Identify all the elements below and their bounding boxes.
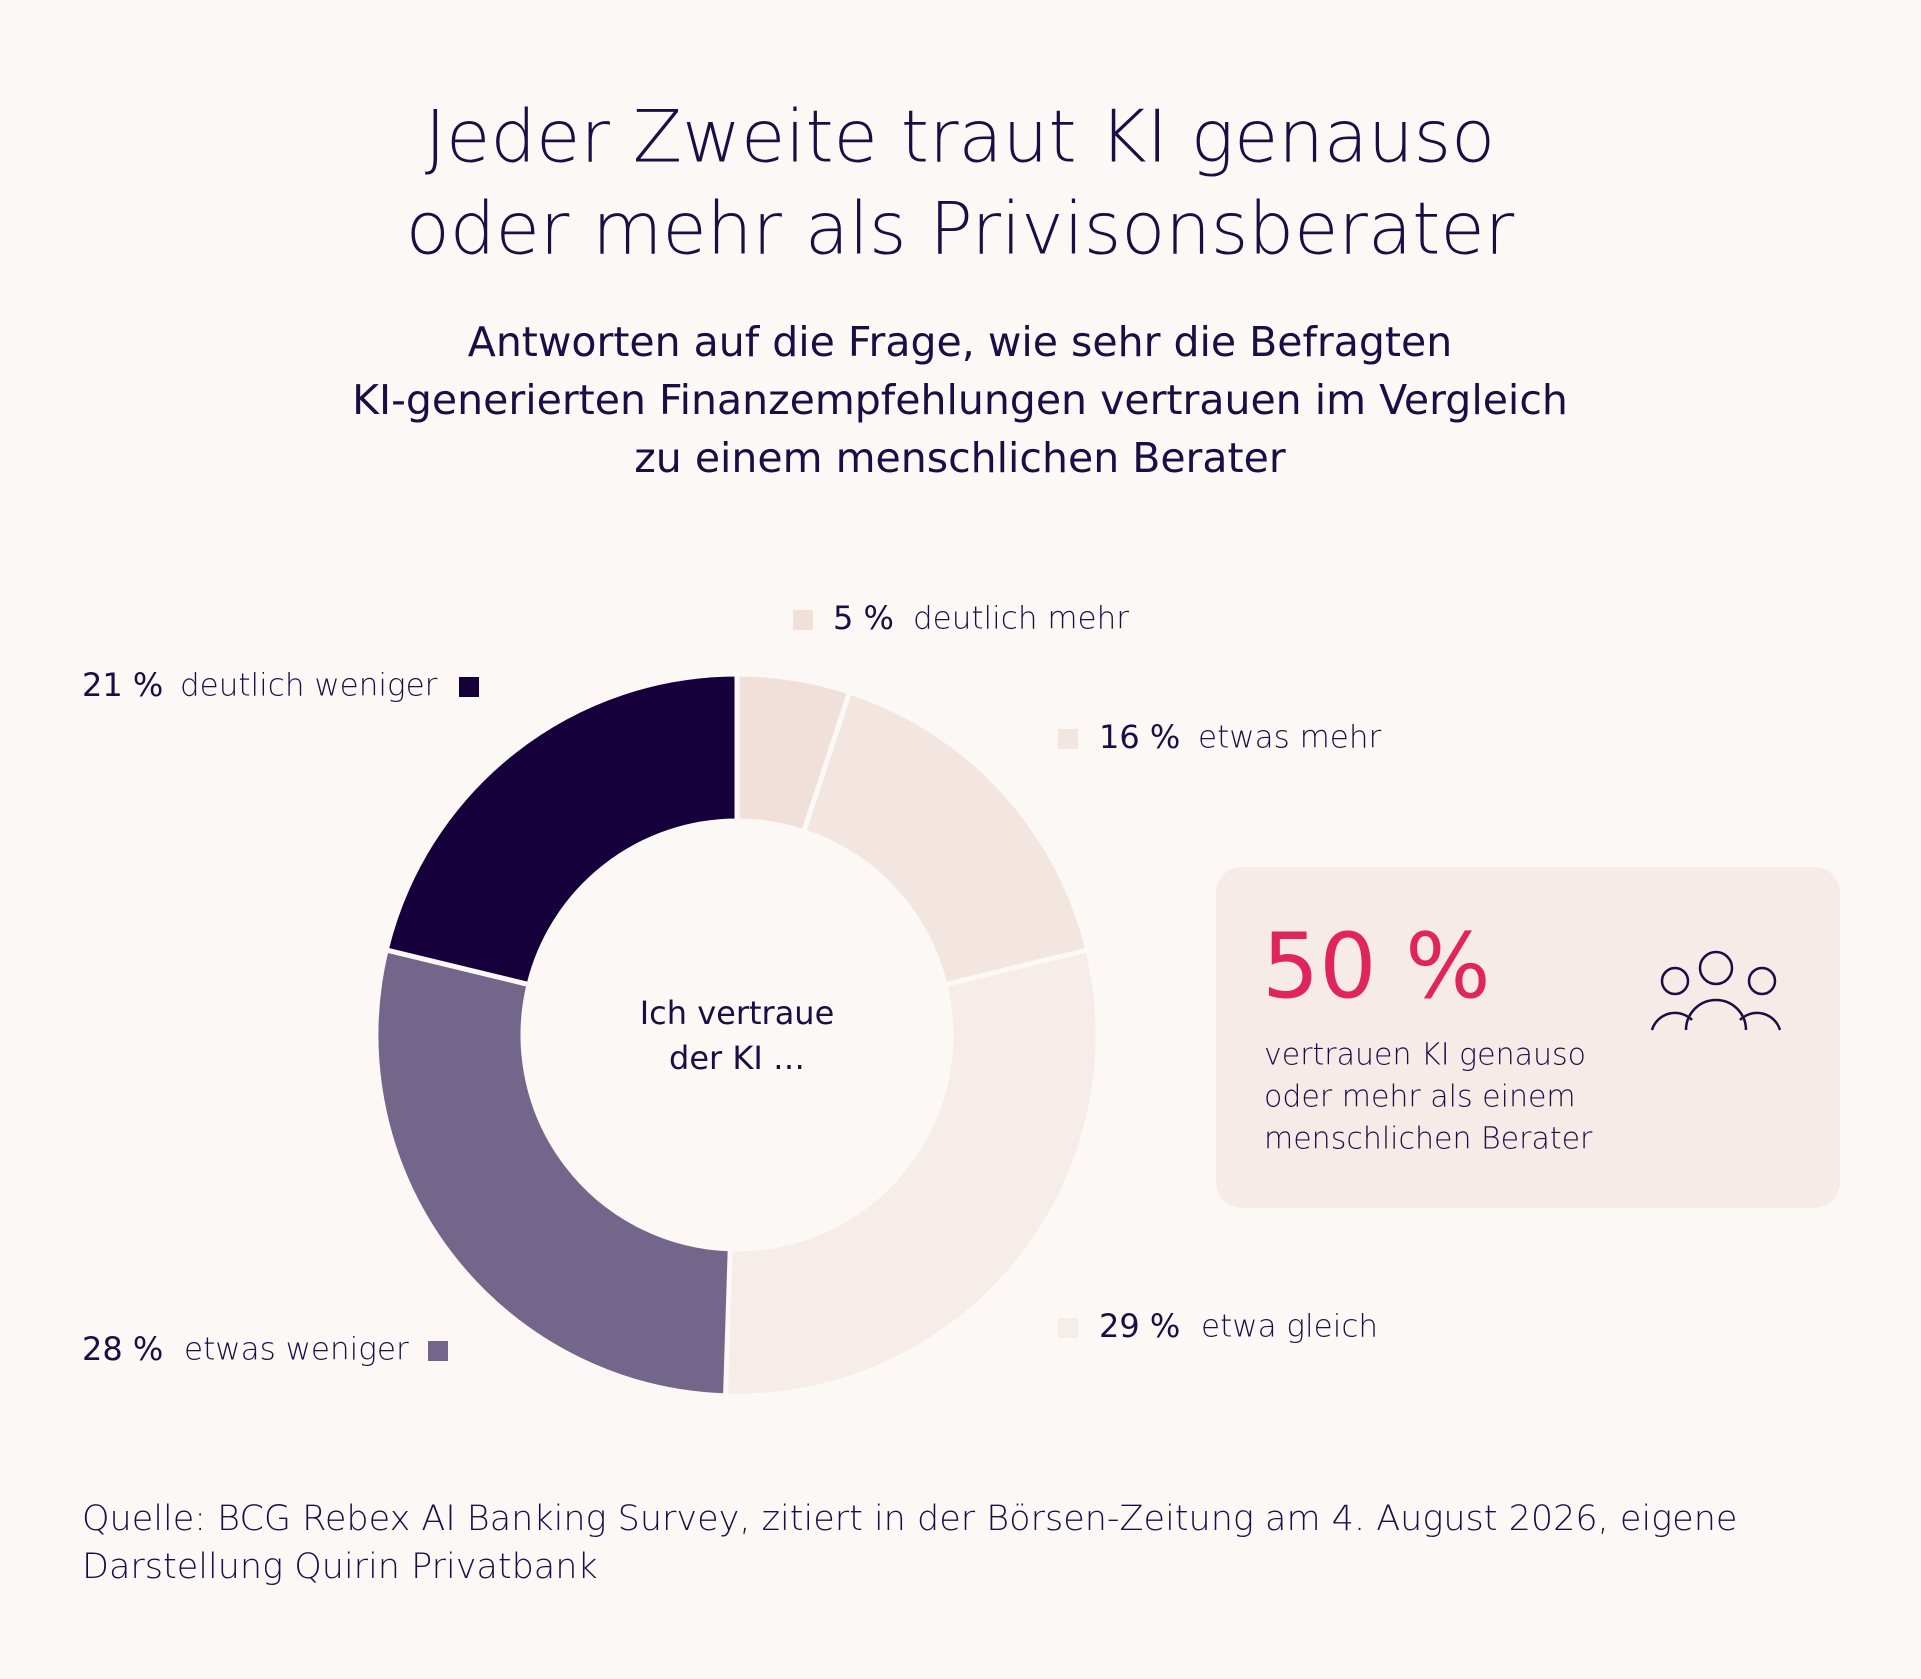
category-label: etwas weniger [184, 1332, 409, 1368]
people-icon [1650, 950, 1782, 1031]
value-label: 5 % [833, 599, 894, 637]
chart-subtitle: KI-generierten Finanzempfehlungen vertra… [352, 376, 1568, 424]
center-label: der KI … [669, 1039, 805, 1077]
category-label: deutlich mehr [913, 601, 1129, 637]
value-label: 16 % [1099, 718, 1180, 756]
donut-segment [800, 688, 1091, 988]
legend-swatch [1058, 729, 1078, 749]
highlight-text: menschlichen Berater [1264, 1122, 1593, 1157]
highlight-number: 50 % [1262, 914, 1491, 1019]
value-label: 29 % [1099, 1307, 1180, 1345]
center-label: Ich vertraue [640, 994, 835, 1032]
chart-subtitle: zu einem menschlichen Berater [634, 434, 1286, 482]
chart-subtitle: Antworten auf die Frage, wie sehr die Be… [468, 318, 1452, 366]
source-note: Darstellung Quirin Privatbank [82, 1547, 598, 1587]
legend-swatch [1058, 1318, 1078, 1338]
legend-swatch [428, 1341, 448, 1361]
legend-swatch [459, 677, 479, 697]
donut-segment [722, 946, 1101, 1399]
category-label: etwas mehr [1198, 720, 1382, 756]
value-label: 21 % [82, 666, 163, 704]
source-note: Quelle: BCG Rebex AI Banking Survey, zit… [82, 1499, 1737, 1539]
chart-title: oder mehr als Privisonsberater [406, 187, 1515, 271]
donut-segment [383, 671, 740, 988]
donut-segment [373, 946, 733, 1399]
category-label: deutlich weniger [180, 668, 438, 704]
highlight-box [1216, 867, 1840, 1208]
category-label: etwa gleich [1201, 1309, 1378, 1345]
highlight-text: vertrauen KI genauso [1264, 1038, 1586, 1073]
value-label: 28 % [82, 1330, 163, 1368]
highlight-text: oder mehr als einem [1264, 1080, 1576, 1115]
legend-swatch [793, 610, 813, 630]
chart-title: Jeder Zweite traut KI genauso [425, 95, 1495, 179]
